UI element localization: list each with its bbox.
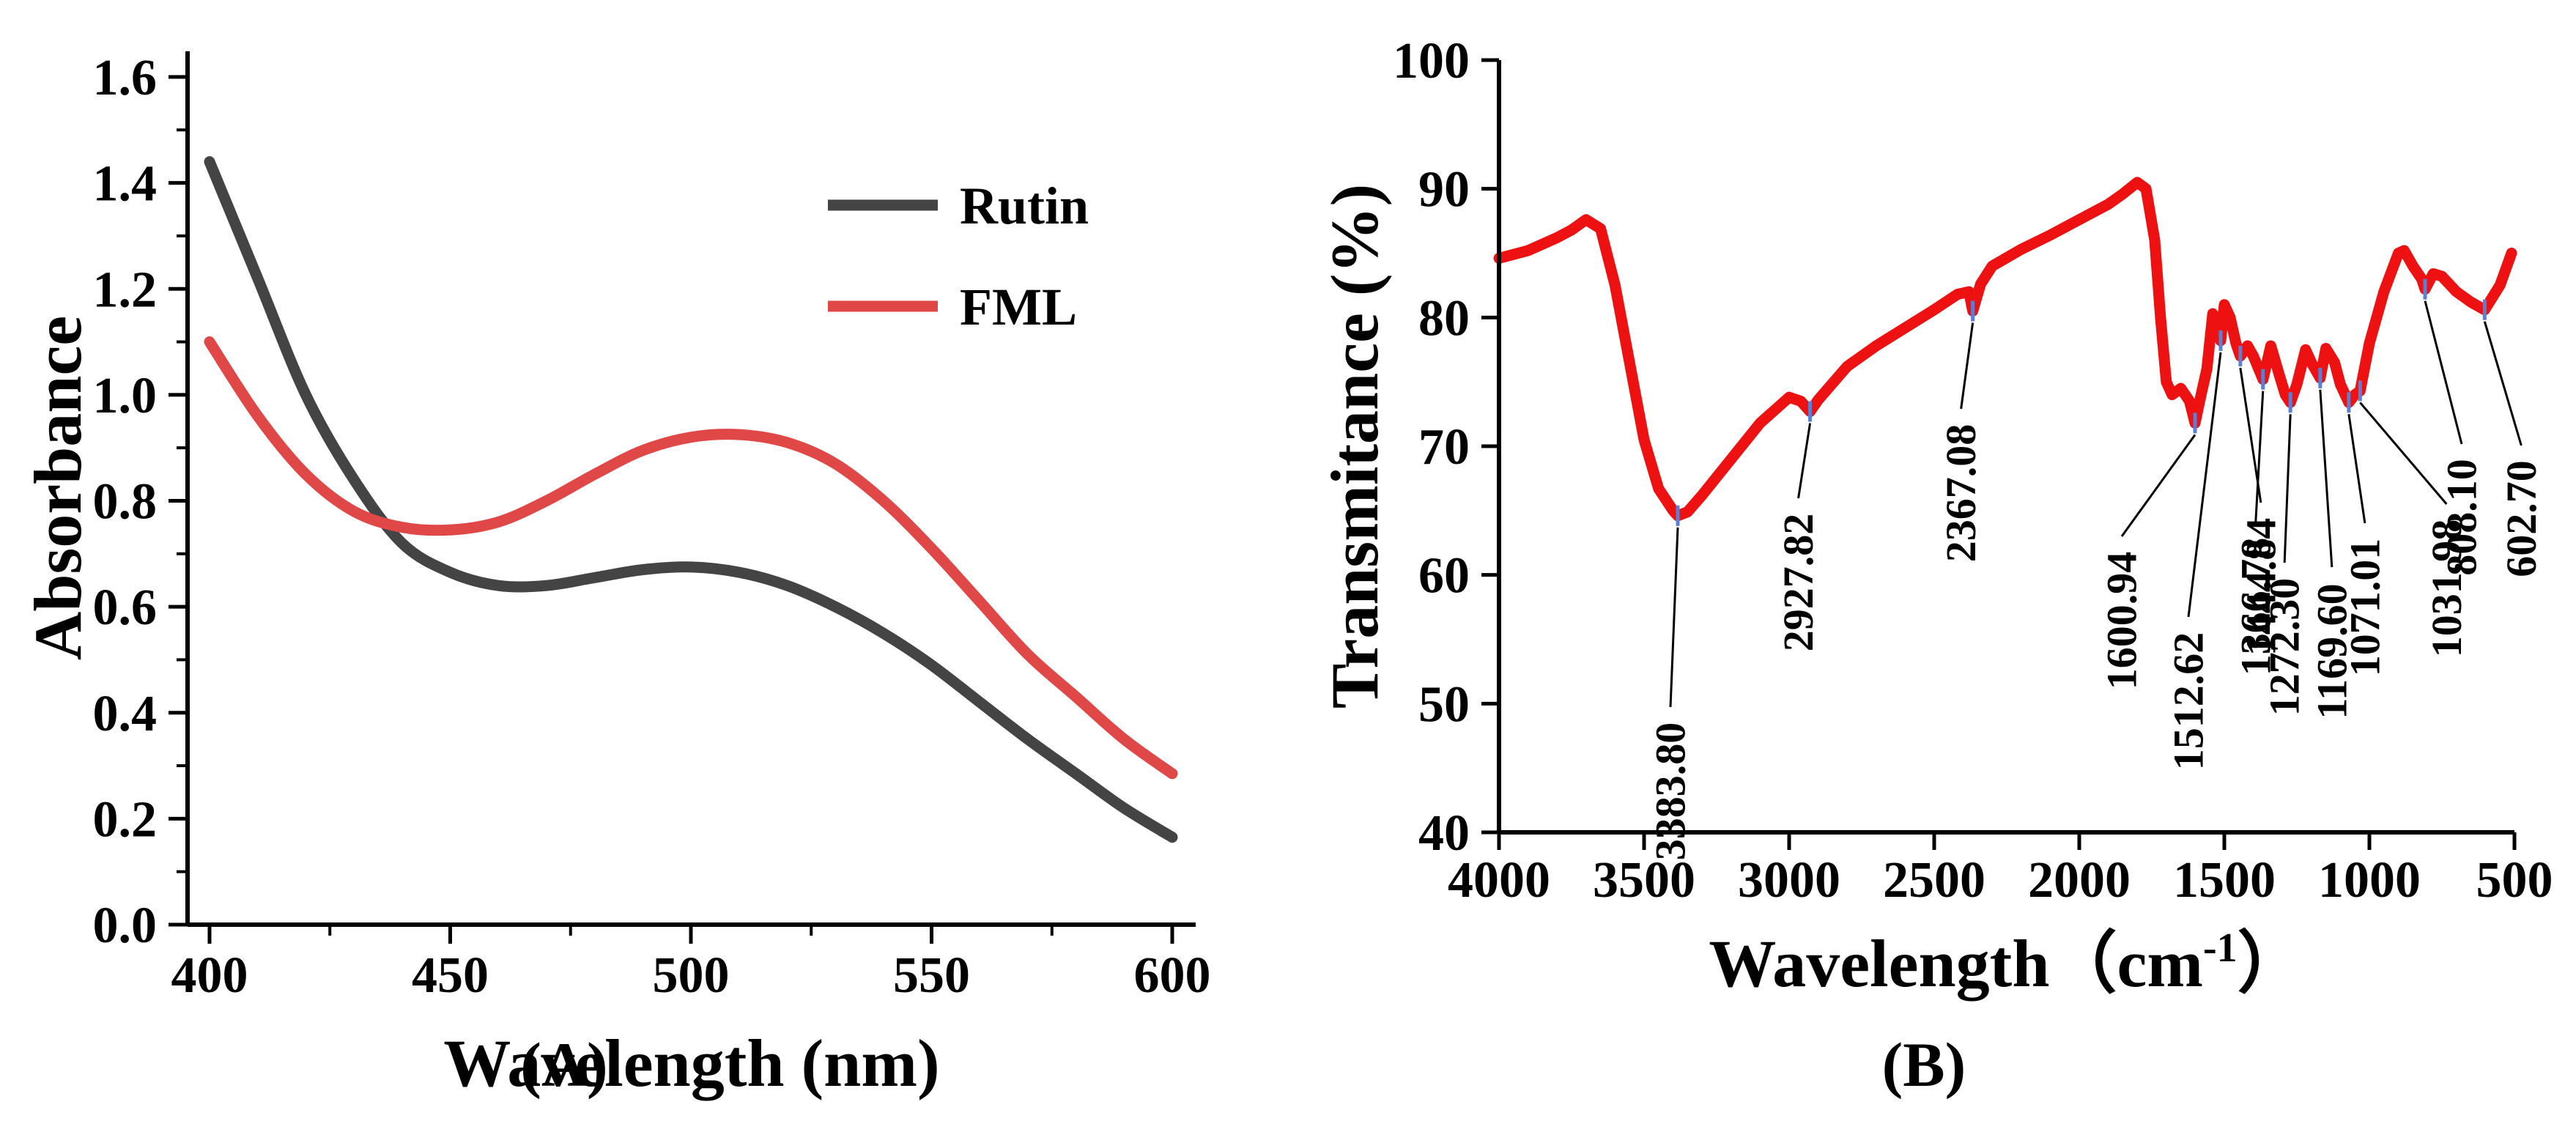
panel-a-x-tick-label: 500 <box>653 947 730 1004</box>
peak-leader-line <box>2424 300 2463 445</box>
panel-b-x-axis-label-exponent: -1 <box>2203 925 2238 971</box>
panel-a-y-tick-label: 0.0 <box>93 898 158 954</box>
panel-a-y-tick-label: 0.6 <box>93 580 158 636</box>
peak-leader-line <box>2319 389 2333 568</box>
panel-b-y-tick-label: 50 <box>1418 676 1470 733</box>
series-line-fml <box>204 336 1178 780</box>
peak-leader-line <box>2483 321 2523 446</box>
panel-b-x-tick-label: 1000 <box>2318 852 2421 909</box>
peak-label-group: 1512.62 <box>2165 330 2223 771</box>
peak-leader-line <box>2254 391 2265 523</box>
peak-leader-line <box>2187 352 2222 618</box>
peak-label-group: 1169.60 <box>2308 367 2355 720</box>
panel-a-y-axis-label: Absorbance <box>21 316 95 660</box>
peak-label-group: 1272.30 <box>2261 392 2309 716</box>
peak-label-group: 2367.08 <box>1937 300 1985 563</box>
panel-a-x-tick-label: 400 <box>171 947 248 1004</box>
panel-a-y-tick-label: 0.4 <box>93 686 158 742</box>
panel-a-chart: 400 450 500 550 600 0.0 0.2 0.4 0.6 0.8 1.0 1.2 1.4 1… <box>21 50 1211 1101</box>
peak-label: 1071.01 <box>2341 539 2388 677</box>
panel-a-x-tick-label: 450 <box>412 947 489 1004</box>
peak-label: 1600.94 <box>2098 552 2146 690</box>
panel-b-y-tick-label: 100 <box>1393 33 1470 89</box>
peak-label: 1512.62 <box>2165 632 2213 771</box>
panel-a-legend: Rutin FML <box>828 177 1089 336</box>
peak-label-group: 1031.98 <box>2358 380 2470 658</box>
peak-label: 1272.30 <box>2261 578 2309 717</box>
panel-b-y-tick-label: 70 <box>1418 419 1470 476</box>
peak-label: 2927.82 <box>1774 514 1822 652</box>
panel-a-y-tick-label: 0.2 <box>93 791 158 848</box>
panel-a-label: (A) <box>520 1029 607 1100</box>
panel-a-x-axis-label: Wavelength (nm) <box>443 1026 939 1101</box>
peak-label-group: 1071.01 <box>2341 392 2388 676</box>
panel-a-y-tick-label: 1.6 <box>93 50 158 106</box>
panel-b-label: (B) <box>1882 1029 1966 1100</box>
panel-b-chart: 3383.80 2927.82 2367.08 1600.94 1512.62 1444.… <box>1317 33 2553 1100</box>
series-line-ftir <box>1493 177 2517 522</box>
panel-a-y-tick-label: 1.0 <box>93 368 158 424</box>
peak-label: 1031.98 <box>2423 519 2470 658</box>
peak-leader-line <box>2347 414 2366 524</box>
panel-b-y-tick-label: 80 <box>1418 290 1470 347</box>
peak-leader-line <box>1797 423 1812 499</box>
panel-b-x-axis-label-end: ） <box>2238 926 2305 1001</box>
peak-label-group: 1366.78 <box>2232 369 2279 676</box>
panel-b-y-tick-label: 90 <box>1418 162 1470 218</box>
peak-label: 1444.84 <box>2237 518 2284 656</box>
panel-b-x-tick-label: 1500 <box>2173 852 2276 909</box>
peak-leader-line <box>2283 414 2292 563</box>
panel-a-y-tick-label: 1.2 <box>93 262 158 318</box>
peak-label-group: 1600.94 <box>2098 413 2197 690</box>
panel-b-x-tick-label: 3500 <box>1593 852 1695 909</box>
panel-b-x-tick-label: 2500 <box>1883 852 1985 909</box>
legend-label-rutin: Rutin <box>960 177 1089 235</box>
peak-label: 2367.08 <box>1937 424 1985 563</box>
peak-label: 808.10 <box>2438 459 2485 576</box>
panel-a-x-tick-label: 550 <box>893 947 970 1004</box>
panel-b-x-axis-label-main: Wavelength（cm <box>1709 926 2203 1001</box>
panel-b-x-axis-label: Wavelength（cm-1） <box>1709 925 2304 1001</box>
peak-label: 602.70 <box>2498 460 2545 577</box>
peak-leader-line <box>2120 434 2196 537</box>
panel-a-y-tick-label: 1.4 <box>93 156 158 212</box>
panel-b-x-tick-label: 3000 <box>1738 852 1840 909</box>
peak-label-group: 3383.80 <box>1647 505 1695 861</box>
panel-b-y-axis-label: Transmitance (%) <box>1317 184 1392 709</box>
panel-b-x-tick-label: 4000 <box>1448 852 1550 909</box>
peak-leader-line <box>2359 402 2448 505</box>
panel-b-y-tick-label: 40 <box>1418 805 1470 862</box>
peak-label: 3383.80 <box>1647 722 1695 861</box>
panel-a-x-tick-label: 600 <box>1134 947 1211 1004</box>
series-line-rutin <box>204 156 1178 843</box>
panel-b-x-tick-label: 2000 <box>2028 852 2131 909</box>
peak-label-group: 602.70 <box>2482 299 2545 577</box>
peak-leader-line <box>1669 527 1679 708</box>
peak-label: 1169.60 <box>2308 583 2355 719</box>
peak-label-group: 2927.82 <box>1774 401 1822 652</box>
panel-b-x-tick-label: 500 <box>2476 852 2553 909</box>
panel-b-y-tick-label: 60 <box>1418 548 1470 604</box>
peak-leader-line <box>1960 322 1974 410</box>
peak-label: 1366.78 <box>2232 538 2279 676</box>
panel-a-y-tick-label: 0.8 <box>93 474 158 530</box>
peak-label-group: 808.10 <box>2423 278 2485 576</box>
legend-label-fml: FML <box>960 278 1077 336</box>
